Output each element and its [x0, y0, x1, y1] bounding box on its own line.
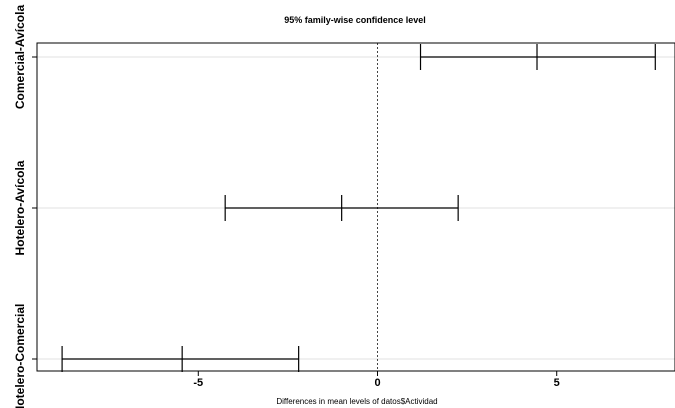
x-tick-label-1: -5: [193, 377, 203, 389]
plot-frame: [36, 42, 675, 372]
y-tick-label-1: Comercial-Avícola: [13, 5, 27, 110]
x-tick-label-3: 5: [554, 377, 560, 389]
chart-title: 95% family-wise confidence level: [284, 15, 426, 25]
interval-layer: [61, 44, 656, 372]
axis-layer: Comercial-Avícola Hotelero-Avícola Hoteler…: [13, 5, 560, 408]
y-tick-label-3: Hotelero-Comercial: [13, 304, 27, 408]
x-tick-label-2: 0: [374, 377, 380, 389]
y-tick-label-2: Hotelero-Avícola: [13, 160, 27, 255]
x-axis-label: Differences in mean levels of datos$Acti…: [276, 397, 437, 406]
